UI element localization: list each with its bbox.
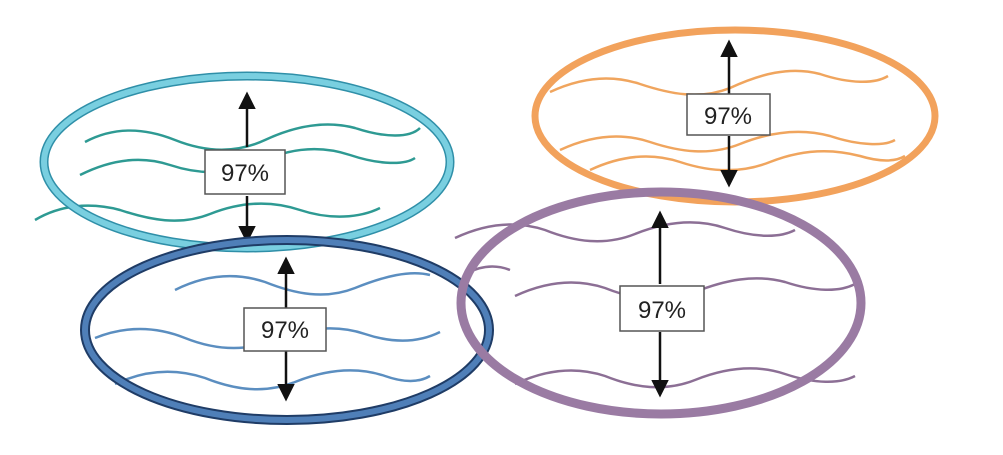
blue-ring — [82, 237, 492, 423]
teal-ring-inner — [41, 73, 453, 251]
teal-pct-label: 97% — [221, 160, 269, 187]
cluster-orange: 97% — [531, 26, 939, 206]
teal-pct-box — [204, 149, 286, 195]
cluster-purple: 97% — [454, 187, 866, 419]
blue-pct-label: 97% — [261, 317, 309, 344]
purple-pct-box — [619, 285, 705, 332]
orange-pct-label: 97% — [704, 103, 752, 130]
cluster-blue: 97% — [80, 235, 494, 425]
blue-strand-1 — [174, 271, 431, 296]
blue-strand-3 — [114, 369, 431, 391]
teal-strand-3 — [34, 202, 381, 222]
orange-pct-box — [686, 93, 771, 136]
cluster-teal: 97% — [34, 71, 455, 253]
orange-strand-1 — [549, 69, 889, 96]
purple-ring — [456, 187, 866, 419]
orange-strand-2 — [559, 130, 896, 153]
orange-strand-3 — [589, 149, 906, 172]
purple-pct-label: 97% — [638, 297, 686, 324]
blue-pct-box — [243, 307, 327, 352]
teal-strand-1 — [84, 123, 421, 151]
